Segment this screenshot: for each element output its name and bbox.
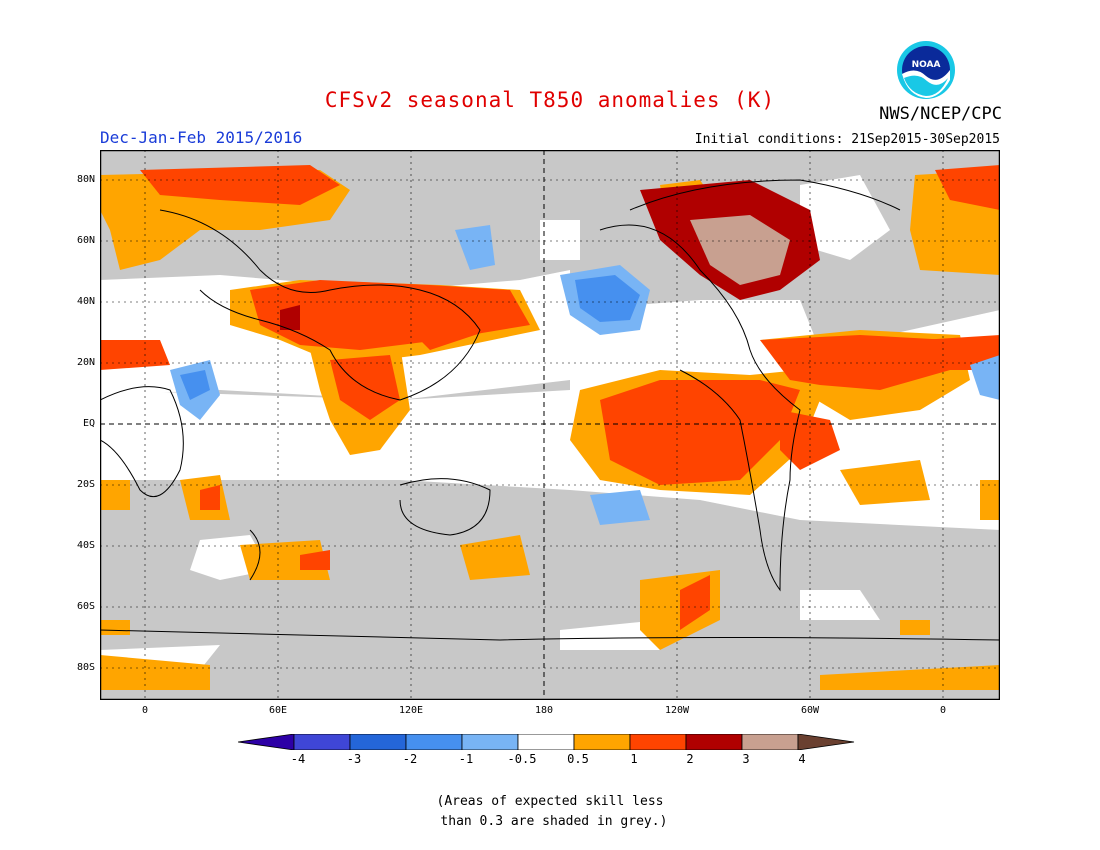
lon-label: 120W [664,705,690,716]
footnote-line: (Areas of expected skill less [436,794,664,809]
lat-label: 60N [76,235,95,246]
colorbar-segment [405,733,463,751]
logo-text: NOAA [912,60,941,70]
colorbar-segment [685,733,743,751]
initial-conditions-label: Initial conditions: 21Sep2015-30Sep2015 [694,132,1000,147]
colorbar-arrow-low [237,733,295,751]
lon-label: 180 [534,705,554,716]
anomaly-3-4 [690,215,790,285]
colorbar-tick: 4 [798,752,806,766]
colorbar-segment [517,733,575,751]
noaa-logo-icon: NOAA [896,40,956,100]
organization-label: NWS/NCEP/CPC [879,104,1002,124]
colorbar-tick: -2 [402,752,418,766]
lat-label: EQ [82,418,95,429]
colorbar-tick: 0.5 [567,752,589,766]
colorbar-tick: 2 [686,752,694,766]
colorbar [237,733,862,774]
colorbar-segment [293,733,351,751]
chart-title: CFSv2 seasonal T850 anomalies (K) [324,88,776,112]
lat-label: 40N [76,296,95,307]
lon-label: 60W [800,705,820,716]
lon-label: 0 [141,705,149,716]
lat-label: 20N [76,357,95,368]
lat-label: 80N [76,174,95,185]
coastlines [100,179,1000,641]
anomaly-1-2 [100,165,1000,630]
lon-label: 60E [268,705,288,716]
colorbar-segment [629,733,687,751]
colorbar-segment [461,733,519,751]
colorbar-tick: 1 [630,752,638,766]
colorbar-segment [741,733,799,751]
footnote-line: than 0.3 are shaded in grey.) [432,814,668,829]
colorbar-tick: -1 [458,752,474,766]
lat-label: 40S [76,540,95,551]
colorbar-segment [349,733,407,751]
lon-label: 120E [398,705,424,716]
equator-and-dateline [100,150,1000,700]
colorbar-tick: -3 [346,752,362,766]
colorbar-tick: 3 [742,752,750,766]
lat-label: 20S [76,479,95,490]
colorbar-tick: -0.5 [507,752,537,766]
negative-anomalies [170,225,1000,525]
anomaly-map [99,149,1001,701]
colorbar-segment [573,733,631,751]
colorbar-tick: -4 [290,752,306,766]
lat-label: 80S [76,662,95,673]
footnote: (Areas of expected skill less than 0.3 a… [0,792,1100,832]
lon-label: 0 [939,705,947,716]
colorbar-arrow-high [797,733,855,751]
season-label: Dec-Jan-Feb 2015/2016 [100,128,303,147]
lat-label: 60S [76,601,95,612]
graticule [100,150,1000,700]
